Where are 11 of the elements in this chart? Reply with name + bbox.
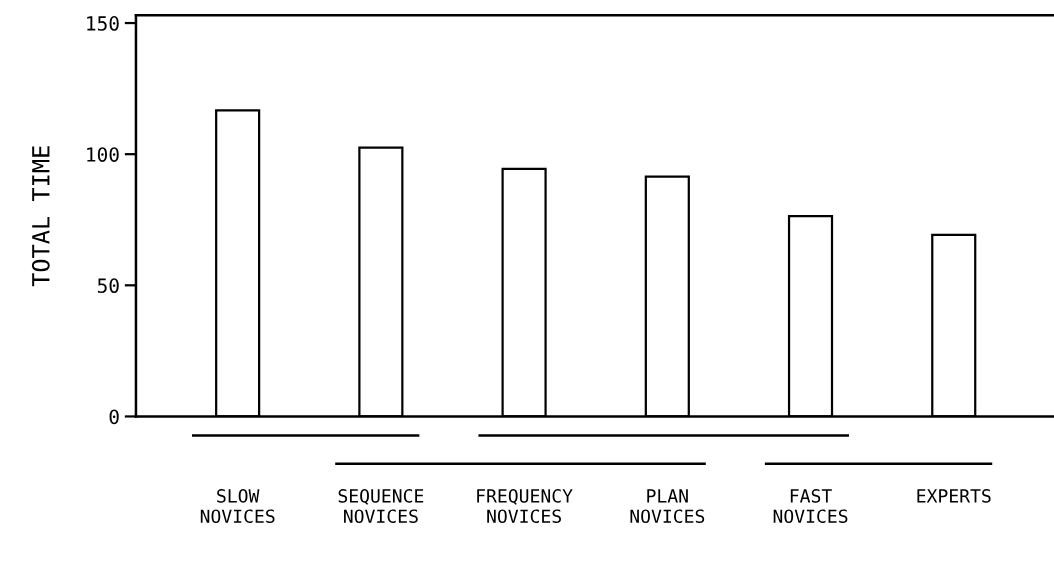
x-tick-label: PLAN NOVICES [630,489,705,524]
x-tick-label: EXPERTS [917,489,991,503]
x-tick-label: FREQUENCY NOVICES [477,489,573,524]
x-tick-label: SLOW NOVICES [200,489,275,524]
y-tick-label: 0 [109,409,119,425]
y-tick-label: 150 [87,16,119,31]
y-axis-title: TOTAL TIME [31,146,50,287]
y-tick-label: 50 [97,278,119,294]
y-tick-label: 100 [87,147,119,162]
x-tick-label: SEQUENCE NOVICES [338,489,424,524]
x-tick-label: FAST NOVICES [773,489,848,524]
